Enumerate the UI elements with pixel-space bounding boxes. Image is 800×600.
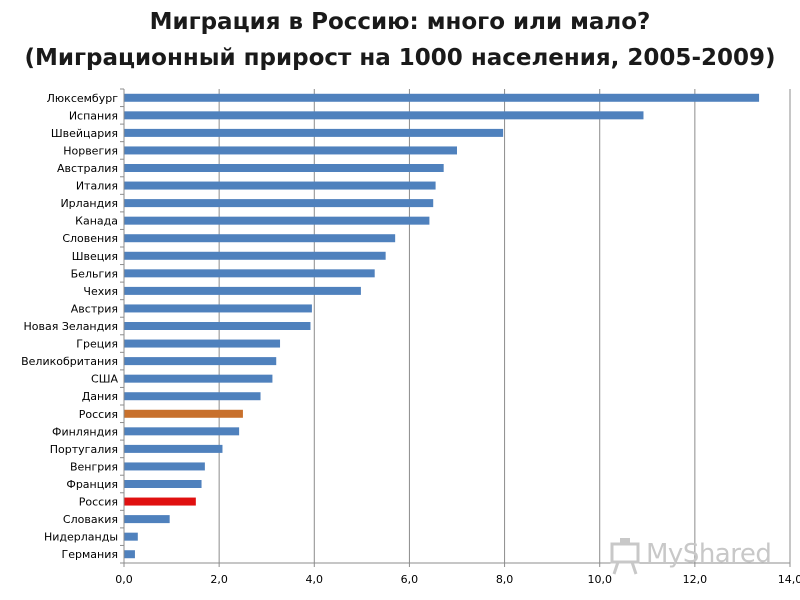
category-label: Словакия xyxy=(63,513,118,526)
category-label: Ирландия xyxy=(60,197,118,210)
watermark-text: MyShared xyxy=(646,539,772,569)
category-label: Чехия xyxy=(83,285,118,298)
chart-title: Миграция в Россию: много или мало? xyxy=(149,9,651,35)
category-label: Швейцария xyxy=(51,127,118,140)
category-labels: Люксембург Испания Швейцария Норвегия Австра… xyxy=(21,92,118,561)
category-label: Австралия xyxy=(57,162,118,175)
category-label: Дания xyxy=(82,390,118,403)
bar xyxy=(124,392,261,401)
watermark: MyShared xyxy=(606,536,772,576)
chart-subtitle: (Миграционный прирост на 1000 населения,… xyxy=(24,45,776,71)
category-label: Словения xyxy=(62,232,118,245)
x-tick-label: 4,0 xyxy=(306,573,324,586)
x-tick-label: 6,0 xyxy=(401,573,419,586)
bar xyxy=(124,111,644,120)
category-label: Бельгия xyxy=(71,267,118,280)
bar xyxy=(124,146,457,155)
bar xyxy=(124,409,243,418)
x-tick-label: 12,0 xyxy=(683,573,708,586)
category-label: Германия xyxy=(62,548,118,561)
category-label: Швеция xyxy=(72,250,118,263)
category-label: США xyxy=(91,373,118,386)
x-tick-label: 10,0 xyxy=(587,573,612,586)
category-label: Франция xyxy=(66,478,118,491)
category-label: Греция xyxy=(76,338,118,351)
bar xyxy=(124,427,240,436)
bar xyxy=(124,199,434,208)
category-label: Австрия xyxy=(71,302,118,315)
category-label: Россия xyxy=(79,408,118,421)
bar xyxy=(124,251,386,260)
bar xyxy=(124,322,311,330)
x-tick-label: 2,0 xyxy=(210,573,228,586)
bar xyxy=(124,339,281,348)
chart-title-block: Миграция в Россию: много или мало? (Мигр… xyxy=(0,4,800,76)
category-label: Финляндия xyxy=(52,425,118,438)
x-tick-label: 8,0 xyxy=(496,573,514,586)
x-tick-label: 14,0 xyxy=(778,573,800,586)
bar xyxy=(124,181,436,190)
bar xyxy=(124,532,138,541)
bar xyxy=(124,93,760,102)
bar xyxy=(124,480,202,488)
category-label: Испания xyxy=(69,109,118,122)
bar xyxy=(124,128,504,137)
bar xyxy=(124,550,135,559)
bar xyxy=(124,304,312,313)
category-label: Люксембург xyxy=(47,92,119,105)
category-label: Италия xyxy=(76,180,118,193)
tick-labels: 0,0 2,0 4,0 6,0 8,0 10,0 12,0 14,0 xyxy=(115,573,800,586)
bar xyxy=(124,444,223,453)
bar xyxy=(124,462,205,471)
bar xyxy=(124,234,396,243)
x-tick-label: 0,0 xyxy=(115,573,133,586)
category-label: Нидерланды xyxy=(44,531,118,544)
category-label: Венгрия xyxy=(70,460,118,473)
presentation-board-icon xyxy=(610,538,640,575)
bar xyxy=(124,515,170,524)
bar xyxy=(124,269,375,278)
bars xyxy=(124,93,760,559)
axes xyxy=(120,88,791,567)
category-label: Великобритания xyxy=(21,355,118,368)
bar xyxy=(124,357,277,366)
category-label: Новая Зеландия xyxy=(24,320,119,333)
category-label: Канада xyxy=(75,215,118,228)
bar xyxy=(124,216,430,225)
category-label: Россия xyxy=(79,496,118,509)
category-label: Португалия xyxy=(50,443,118,456)
category-label: Норвегия xyxy=(63,144,118,157)
bar xyxy=(124,374,273,383)
bar xyxy=(124,497,196,506)
bar xyxy=(124,286,361,295)
bar xyxy=(124,164,444,172)
